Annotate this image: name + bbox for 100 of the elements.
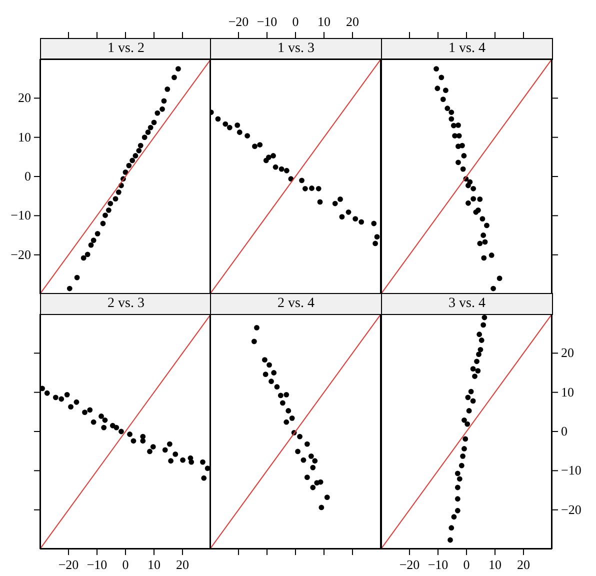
point [222,121,228,127]
point [460,453,466,459]
point [58,396,64,402]
point [98,414,104,419]
chart-title: 1 vs. 3 [210,38,382,60]
x-tick-label: 20 [176,557,189,572]
point [251,338,257,344]
point [465,394,471,400]
chart-title: 1 vs. 2 [40,38,212,60]
point [130,158,136,164]
point [201,475,207,481]
point [496,276,502,282]
point [478,346,484,352]
chart-title: 2 vs. 3 [40,293,212,315]
point [168,458,174,464]
point [470,366,476,372]
point [481,255,487,261]
point [470,398,476,404]
point [188,459,194,465]
point [462,446,467,452]
point [488,252,494,258]
x-tick-label: −10 [256,14,278,29]
point [456,476,462,482]
point [482,239,488,245]
x-tick-label: −10 [86,557,108,572]
y-tick-label: −10 [561,462,582,478]
point [52,394,58,400]
point [490,286,496,292]
x-tick-label: 10 [488,557,502,572]
point [477,196,483,202]
point [127,432,132,437]
point [271,370,277,376]
point [318,479,324,485]
point [286,408,292,414]
point [284,419,290,425]
point [454,508,460,514]
point [304,441,310,447]
point [274,384,280,390]
point [200,459,206,465]
point [302,186,308,192]
point [448,116,454,122]
point [112,196,118,202]
point [280,400,286,406]
point [310,484,316,490]
point [101,424,107,430]
point [172,74,177,80]
point [474,358,480,364]
point [262,372,268,378]
point [164,86,170,92]
point [346,209,352,215]
point [215,116,221,122]
point [147,448,152,454]
point [480,232,486,238]
point [476,332,482,338]
point [448,110,454,115]
point [454,496,460,502]
point [176,66,181,72]
point [472,374,478,379]
point [180,457,186,463]
point [44,390,50,396]
point [236,130,242,135]
x-tick-label: 0 [122,557,129,572]
x-tick-label: 20 [517,557,530,572]
chart-title: 2 vs. 4 [210,293,382,315]
point [482,314,488,320]
point [244,133,250,138]
point [130,438,136,444]
point [352,216,358,222]
point [434,86,440,92]
point [270,153,276,158]
point [324,494,330,500]
point [118,428,124,434]
point [102,417,108,423]
point [166,441,172,447]
point [308,453,314,459]
x-tick-label: −20 [228,14,249,29]
y-tick-label: 20 [18,90,31,106]
point [272,164,278,170]
point [88,242,94,248]
point [358,219,364,225]
point [148,124,154,130]
point [434,66,439,72]
point [68,404,74,410]
point [262,357,268,363]
point [467,179,473,185]
x-tick-label: −10 [428,557,448,572]
x-tick-label: 20 [346,14,359,29]
point [74,274,80,280]
y-tick-label: 10 [18,129,31,144]
point [90,419,96,425]
point [278,392,284,398]
point [145,130,151,135]
point [80,255,86,261]
point [116,189,122,195]
chart-title: 3 vs. 4 [381,293,553,315]
point [462,436,468,442]
y-tick-label: −20 [10,246,31,262]
point [100,220,106,226]
point [161,98,167,104]
point [461,153,467,158]
